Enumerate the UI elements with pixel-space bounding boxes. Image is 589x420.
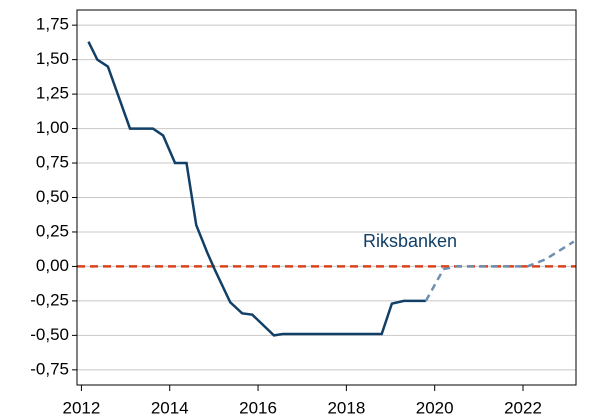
y-tick-label: 0,50 <box>36 187 69 206</box>
y-tick-label: -0,25 <box>30 290 69 309</box>
y-tick-label: -0,50 <box>30 325 69 344</box>
x-tick-label: 2022 <box>504 398 542 417</box>
y-tick-label: 1,75 <box>36 15 69 34</box>
y-tick-label: -0,75 <box>30 359 69 378</box>
x-tick-label: 2016 <box>239 398 277 417</box>
plot-frame <box>76 9 577 386</box>
y-tick-label: 1,00 <box>36 118 69 137</box>
y-tick-label: 0,00 <box>36 256 69 275</box>
y-tick-label: 0,75 <box>36 153 69 172</box>
x-tick-label: 2018 <box>327 398 365 417</box>
y-tick-label: 0,25 <box>36 221 69 240</box>
y-tick-label: 1,25 <box>36 84 69 103</box>
line-series <box>424 240 575 302</box>
x-tick-label: 2012 <box>63 398 101 417</box>
line-series <box>87 41 426 337</box>
series-annotation: Riksbanken <box>363 231 457 251</box>
x-tick-label: 2014 <box>151 398 189 417</box>
x-tick-label: 2020 <box>416 398 454 417</box>
y-tick-label: 1,50 <box>36 49 69 68</box>
